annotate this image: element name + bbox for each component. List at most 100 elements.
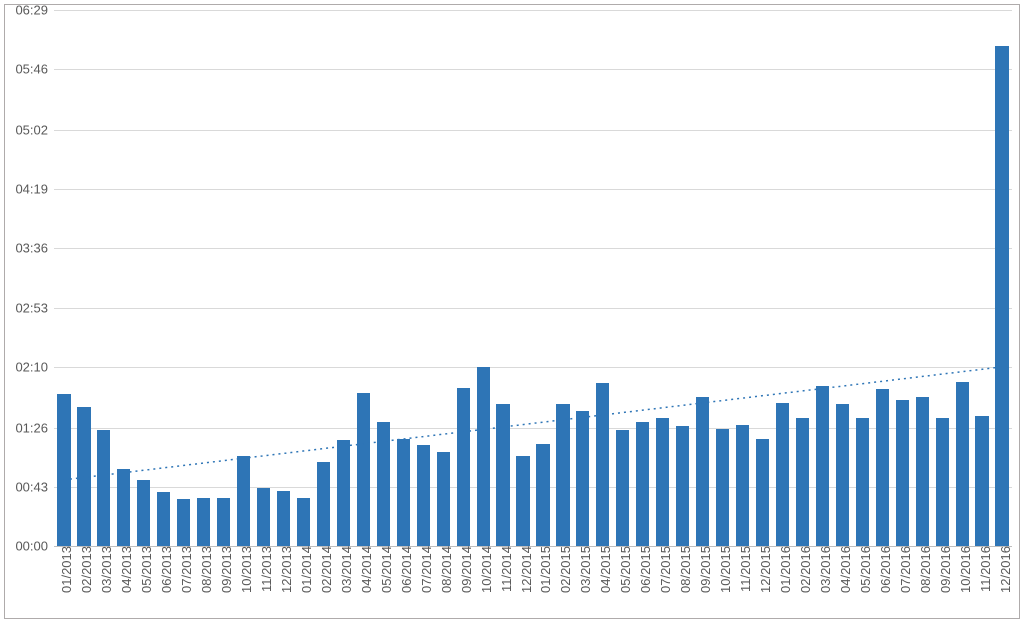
- bar: [596, 383, 609, 546]
- y-tick-label: 04:19: [15, 182, 54, 197]
- y-tick-label: 05:02: [15, 122, 54, 137]
- bar: [337, 440, 350, 546]
- y-tick-label: 01:26: [15, 420, 54, 435]
- x-tick-label: 08/2016: [916, 546, 933, 593]
- x-tick-label: 07/2016: [896, 546, 913, 593]
- bar: [896, 400, 909, 546]
- bar: [197, 498, 210, 546]
- bar: [137, 480, 150, 546]
- bar: [516, 456, 529, 546]
- bar: [117, 469, 130, 546]
- bar: [397, 439, 410, 546]
- bar: [616, 430, 629, 546]
- bar: [536, 444, 549, 546]
- x-tick-label: 01/2014: [297, 546, 314, 593]
- bar: [736, 425, 749, 546]
- x-tick-label: 06/2015: [636, 546, 653, 593]
- bar: [696, 397, 709, 546]
- bar: [956, 382, 969, 546]
- bar: [277, 491, 290, 546]
- bar: [237, 456, 250, 546]
- bar: [157, 492, 170, 546]
- x-tick-label: 04/2013: [117, 546, 134, 593]
- bar: [995, 46, 1008, 546]
- x-tick-label: 04/2015: [596, 546, 613, 593]
- x-tick-label: 07/2013: [177, 546, 194, 593]
- bar: [856, 418, 869, 546]
- x-tick-label: 08/2013: [197, 546, 214, 593]
- x-tick-label: 08/2014: [437, 546, 454, 593]
- y-tick-label: 03:36: [15, 241, 54, 256]
- x-tick-label: 06/2014: [397, 546, 414, 593]
- x-tick-label: 08/2015: [676, 546, 693, 593]
- bar: [437, 452, 450, 546]
- y-tick-label: 00:43: [15, 479, 54, 494]
- plot-area: 00:0000:4301:2602:1002:5303:3604:1905:02…: [54, 10, 1012, 546]
- x-tick-label: 02/2015: [556, 546, 573, 593]
- x-tick-label: 03/2013: [97, 546, 114, 593]
- x-tick-label: 03/2016: [816, 546, 833, 593]
- bar: [477, 367, 490, 546]
- x-tick-label: 09/2014: [457, 546, 474, 593]
- bar: [97, 430, 110, 546]
- x-tick-label: 09/2016: [936, 546, 953, 593]
- bar: [716, 429, 729, 546]
- bar: [796, 418, 809, 546]
- x-tick-label: 04/2016: [836, 546, 853, 593]
- x-tick-label: 10/2016: [956, 546, 973, 593]
- x-tick-label: 05/2013: [137, 546, 154, 593]
- bar: [496, 404, 509, 546]
- x-tick-label: 05/2015: [616, 546, 633, 593]
- x-tick-label: 01/2016: [776, 546, 793, 593]
- bar: [816, 386, 829, 546]
- x-tick-label: 12/2014: [517, 546, 534, 593]
- x-tick-label: 05/2014: [377, 546, 394, 593]
- x-tick-label: 02/2016: [796, 546, 813, 593]
- bar: [417, 445, 430, 546]
- x-tick-label: 02/2013: [77, 546, 94, 593]
- bar: [916, 397, 929, 546]
- bar: [77, 407, 90, 546]
- x-tick-label: 01/2015: [536, 546, 553, 593]
- x-tick-label: 10/2013: [237, 546, 254, 593]
- bar: [636, 422, 649, 546]
- bar: [975, 416, 988, 546]
- y-tick-label: 05:46: [15, 62, 54, 77]
- y-tick-label: 06:29: [15, 3, 54, 18]
- bar: [776, 403, 789, 546]
- bar: [297, 498, 310, 546]
- bar: [876, 389, 889, 546]
- x-tick-label: 01/2013: [57, 546, 74, 593]
- bar: [357, 393, 370, 546]
- bar: [257, 488, 270, 546]
- bar: [836, 404, 849, 546]
- bar: [576, 411, 589, 546]
- x-tick-label: 09/2013: [217, 546, 234, 593]
- bar: [377, 422, 390, 546]
- y-tick-label: 02:53: [15, 300, 54, 315]
- bar: [936, 418, 949, 546]
- x-tick-label: 05/2016: [856, 546, 873, 593]
- bar: [217, 498, 230, 546]
- y-tick-label: 00:00: [15, 539, 54, 554]
- x-tick-label: 02/2014: [317, 546, 334, 593]
- x-tick-label: 07/2015: [656, 546, 673, 593]
- bar: [57, 394, 70, 546]
- bar: [556, 404, 569, 546]
- x-tick-label: 12/2015: [756, 546, 773, 593]
- x-tick-label: 11/2014: [497, 546, 514, 592]
- bar: [177, 499, 190, 546]
- x-tick-label: 06/2013: [157, 546, 174, 593]
- x-tick-label: 11/2015: [736, 546, 753, 592]
- x-tick-label: 11/2013: [257, 546, 274, 592]
- x-tick-label: 07/2014: [417, 546, 434, 593]
- x-tick-label: 04/2014: [357, 546, 374, 593]
- x-tick-label: 10/2014: [477, 546, 494, 593]
- x-tick-label: 03/2014: [337, 546, 354, 593]
- x-tick-label: 12/2013: [277, 546, 294, 593]
- bar: [756, 439, 769, 546]
- bar: [656, 418, 669, 546]
- bar: [317, 462, 330, 546]
- x-tick-label: 12/2016: [996, 546, 1013, 593]
- x-tick-label: 09/2015: [696, 546, 713, 593]
